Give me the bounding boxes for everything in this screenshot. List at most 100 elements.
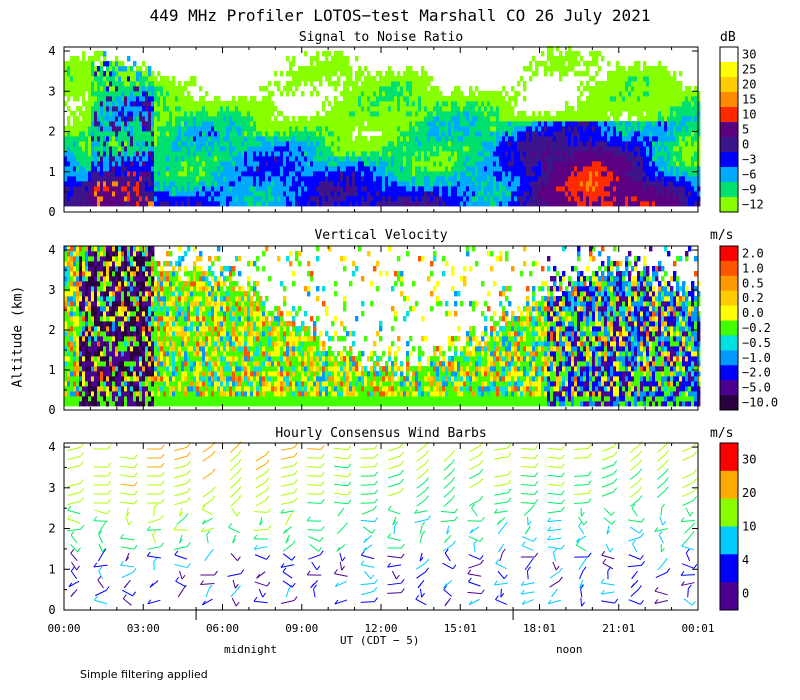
snr-cell (292, 151, 296, 157)
snr-cell (520, 176, 524, 182)
snr-cell (208, 181, 212, 187)
snr-cell (493, 201, 497, 207)
snr-cell (637, 201, 641, 207)
snr-cell (160, 146, 164, 152)
snr-cell (649, 156, 653, 162)
snr-cell (298, 151, 302, 157)
snr-cell (199, 161, 203, 167)
snr-cell (307, 181, 311, 187)
snr-cell (331, 151, 335, 157)
snr-cell (478, 146, 482, 152)
snr-cell (109, 86, 113, 92)
snr-cell (121, 76, 125, 82)
snr-cell (100, 181, 104, 187)
snr-cell (595, 191, 599, 197)
snr-cell (448, 96, 452, 102)
snr-cell (274, 201, 278, 207)
snr-cell (562, 141, 566, 147)
snr-cell (655, 111, 659, 117)
snr-cell (538, 61, 542, 67)
snr-cell (103, 136, 107, 142)
snr-cell (448, 116, 452, 122)
snr-cell (286, 196, 290, 202)
snr-cell (310, 191, 314, 197)
snr-cell (631, 151, 635, 157)
snr-cell (475, 186, 479, 192)
snr-cell (64, 136, 68, 142)
snr-cell (403, 71, 407, 77)
snr-cell (289, 136, 293, 142)
snr-cell (352, 146, 356, 152)
snr-cell (448, 196, 452, 202)
snr-cell (466, 116, 470, 122)
snr-cell (235, 191, 239, 197)
snr-cell (148, 176, 152, 182)
snr-cell (514, 126, 518, 132)
snr-cell (307, 171, 311, 177)
snr-cell (286, 126, 290, 132)
snr-cell (94, 131, 98, 137)
snr-cell (613, 126, 617, 132)
snr-cell (367, 126, 371, 132)
snr-cell (241, 181, 245, 187)
snr-cell (586, 121, 590, 127)
snr-cell (625, 91, 629, 97)
snr-cell (328, 116, 332, 122)
snr-cell (175, 136, 179, 142)
snr-cell (580, 151, 584, 157)
snr-cell (601, 106, 605, 112)
snr-cell (559, 56, 563, 62)
snr-cell (82, 121, 86, 127)
snr-cell (655, 76, 659, 82)
snr-cell (433, 161, 437, 167)
snr-cell (385, 121, 389, 127)
snr-cell (373, 146, 377, 152)
snr-cell (442, 186, 446, 192)
snr-cell (85, 161, 89, 167)
snr-cell (139, 126, 143, 132)
snr-cell (178, 86, 182, 92)
snr-cell (343, 86, 347, 92)
snr-cell (145, 66, 149, 72)
snr-cell (628, 141, 632, 147)
snr-cell (391, 166, 395, 172)
snr-cell (112, 126, 116, 132)
snr-cell (298, 171, 302, 177)
snr-cell (406, 106, 410, 112)
snr-cell (520, 181, 524, 187)
snr-cell (175, 121, 179, 127)
snr-cell (85, 191, 89, 197)
snr-cell (388, 141, 392, 147)
snr-cell (85, 111, 89, 117)
snr-cell (217, 126, 221, 132)
snr-cell (352, 201, 356, 207)
snr-cell (307, 66, 311, 72)
snr-cell (520, 126, 524, 132)
snr-cell (298, 66, 302, 72)
snr-cell (415, 131, 419, 137)
snr-cell (187, 106, 191, 112)
snr-cell (364, 126, 368, 132)
snr-cell (247, 141, 251, 147)
snr-cell (94, 51, 98, 57)
snr-cell (196, 191, 200, 197)
snr-cell (493, 156, 497, 162)
snr-cell (376, 106, 380, 112)
snr-cell (196, 136, 200, 142)
snr-cell (367, 161, 371, 167)
snr-cell (496, 106, 500, 112)
snr-cell (487, 166, 491, 172)
snr-cell (523, 86, 527, 92)
snr-cell (163, 181, 167, 187)
snr-cell (553, 121, 557, 127)
snr-cell (448, 186, 452, 192)
snr-cell (646, 116, 650, 122)
snr-cell (601, 186, 605, 192)
snr-cell (604, 166, 608, 172)
snr-cell (232, 181, 236, 187)
snr-cell (160, 181, 164, 187)
snr-cell (643, 101, 647, 107)
snr-cell (271, 176, 275, 182)
snr-cell (595, 61, 599, 67)
snr-cell (601, 136, 605, 142)
